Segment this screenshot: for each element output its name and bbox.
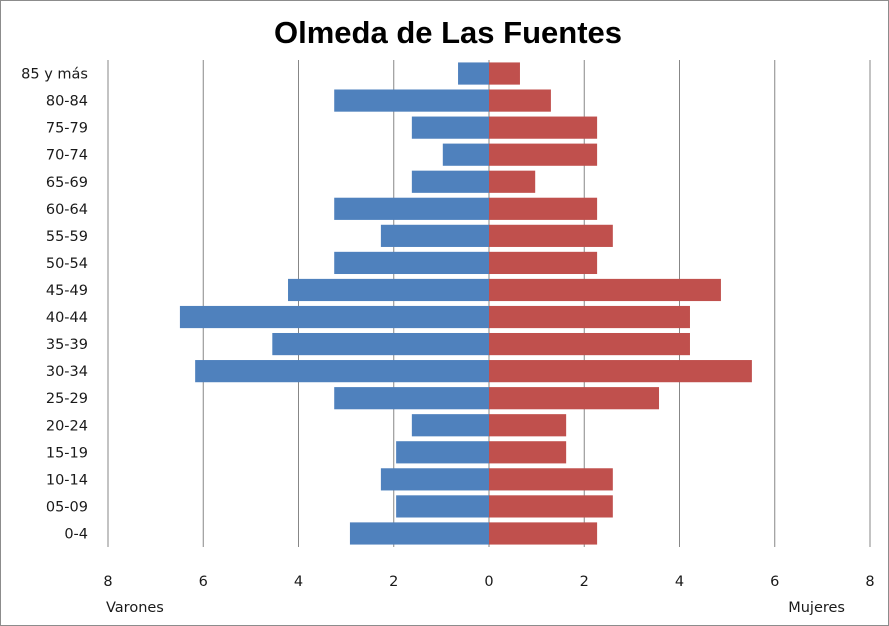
bar-mujeres <box>489 305 690 329</box>
bar-varones <box>411 170 489 193</box>
category-label: 10-14 <box>46 472 88 488</box>
bar-mujeres <box>489 332 690 356</box>
bar-varones <box>288 278 489 302</box>
category-label: 80-84 <box>46 94 88 110</box>
category-label: 60-64 <box>46 202 88 218</box>
bar-varones <box>396 441 489 464</box>
bar-varones <box>334 89 489 112</box>
x-tick-label: 4 <box>675 574 684 590</box>
chart-title: Olmeda de Las Fuentes <box>274 15 622 50</box>
bar-varones <box>442 143 489 166</box>
bar-mujeres <box>489 387 660 410</box>
bar-varones <box>349 522 489 545</box>
x-tick-label: 8 <box>103 574 112 590</box>
category-label: 0-4 <box>64 526 88 542</box>
bar-mujeres <box>489 251 598 275</box>
bar-mujeres <box>489 495 613 518</box>
bar-mujeres <box>489 62 520 85</box>
bar-varones <box>334 197 489 220</box>
x-axis-label-right: Mujeres <box>788 600 845 616</box>
x-tick-labels: 8 6 4 2 0 2 4 6 8 <box>103 574 874 590</box>
bar-varones <box>334 251 489 275</box>
bar-mujeres <box>489 522 598 545</box>
x-tick-label: 6 <box>770 574 779 590</box>
category-label: 25-29 <box>46 391 88 407</box>
category-label: 20-24 <box>46 418 88 434</box>
category-label: 15-19 <box>46 445 88 461</box>
bar-varones <box>458 62 489 85</box>
bar-mujeres <box>489 89 551 112</box>
category-label: 45-49 <box>46 283 88 299</box>
bar-mujeres <box>489 360 752 383</box>
bar-mujeres <box>489 468 613 491</box>
bar-mujeres <box>489 143 598 166</box>
bar-mujeres <box>489 116 598 139</box>
category-label: 30-34 <box>46 364 88 380</box>
category-label: 65-69 <box>46 175 88 191</box>
bar-varones <box>411 414 489 437</box>
category-label: 40-44 <box>46 310 88 326</box>
x-tick-label: 2 <box>580 574 589 590</box>
category-label: 05-09 <box>46 499 88 515</box>
bar-varones <box>411 116 489 139</box>
category-label: 70-74 <box>46 148 88 164</box>
bar-varones <box>179 305 489 329</box>
category-labels: 85 y más 80-84 75-79 70-74 65-69 60-64 55-59 50… <box>21 67 88 543</box>
bar-varones <box>380 224 489 247</box>
bar-varones <box>334 387 489 410</box>
x-tick-label: 4 <box>294 574 303 590</box>
category-label: 55-59 <box>46 229 88 245</box>
bar-varones <box>380 468 489 491</box>
x-axis-label-left: Varones <box>106 600 164 616</box>
category-label: 75-79 <box>46 121 88 137</box>
x-tick-label: 0 <box>484 574 493 590</box>
bar-mujeres <box>489 441 567 464</box>
bar-mujeres <box>489 278 721 302</box>
category-label: 35-39 <box>46 337 88 353</box>
gridlines <box>107 60 871 547</box>
bar-mujeres <box>489 224 613 247</box>
category-label: 85 y más <box>21 67 88 83</box>
bar-varones <box>396 495 489 518</box>
bar-mujeres <box>489 170 536 193</box>
x-tick-label: 6 <box>199 574 208 590</box>
bar-varones <box>272 332 489 356</box>
x-tick-label: 8 <box>865 574 874 590</box>
bar-mujeres <box>489 197 598 220</box>
category-label: 50-54 <box>46 256 88 272</box>
bars <box>179 62 752 545</box>
bar-mujeres <box>489 414 567 437</box>
x-tick-label: 2 <box>389 574 398 590</box>
bar-varones <box>195 360 489 383</box>
